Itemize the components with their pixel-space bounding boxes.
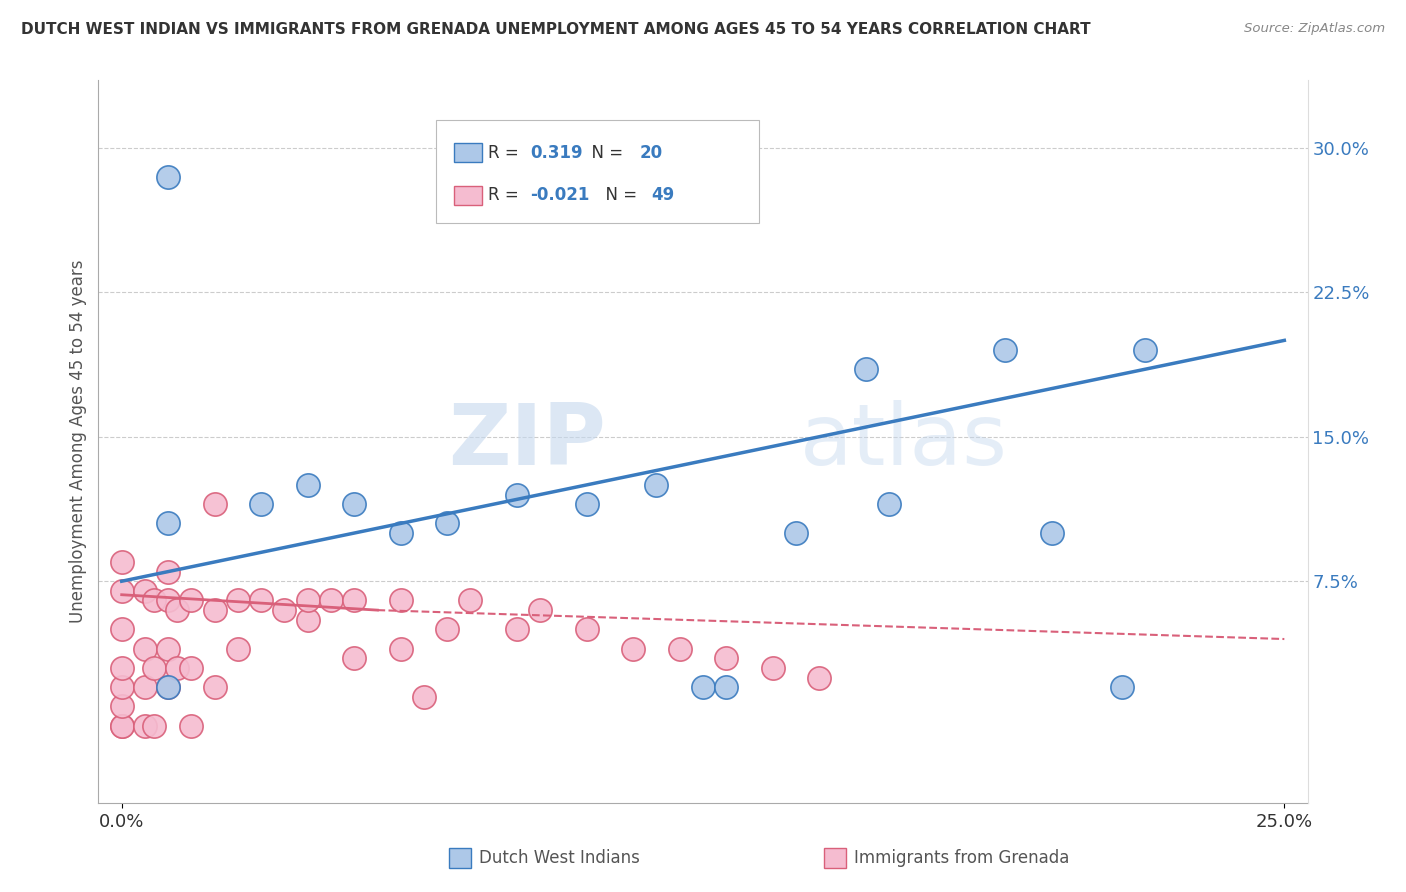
Text: R =: R =	[488, 144, 524, 161]
Point	[180, 661, 202, 675]
Point	[506, 487, 529, 501]
Point	[1040, 526, 1063, 541]
Text: 49: 49	[651, 186, 675, 204]
Point	[157, 169, 180, 184]
Point	[134, 719, 156, 733]
Point	[111, 719, 134, 733]
Point	[204, 497, 226, 511]
Point	[111, 555, 134, 569]
Point	[273, 603, 295, 617]
Point	[1133, 343, 1156, 357]
Point	[157, 593, 180, 607]
Point	[157, 641, 180, 656]
Point	[808, 671, 831, 685]
Point	[460, 593, 482, 607]
Point	[389, 593, 412, 607]
Point	[297, 478, 319, 492]
Point	[157, 565, 180, 579]
Point	[166, 603, 188, 617]
Point	[389, 641, 412, 656]
Text: R =: R =	[488, 186, 524, 204]
Point	[436, 623, 458, 637]
Point	[785, 526, 807, 541]
Point	[297, 593, 319, 607]
Point	[157, 516, 180, 531]
Point	[226, 593, 249, 607]
Point	[111, 623, 134, 637]
Point	[877, 497, 900, 511]
Point	[134, 641, 156, 656]
Point	[250, 497, 273, 511]
Point	[716, 680, 738, 694]
Point	[621, 641, 644, 656]
Point	[343, 651, 366, 665]
Y-axis label: Unemployment Among Ages 45 to 54 years: Unemployment Among Ages 45 to 54 years	[69, 260, 87, 624]
Text: N =: N =	[581, 144, 628, 161]
Point	[143, 593, 166, 607]
Point	[204, 680, 226, 694]
Point	[716, 651, 738, 665]
Point	[436, 516, 458, 531]
Point	[134, 583, 156, 598]
Point	[111, 699, 134, 714]
Point	[855, 362, 877, 376]
Point	[343, 497, 366, 511]
Point	[250, 593, 273, 607]
Point	[319, 593, 342, 607]
Point	[529, 603, 551, 617]
Point	[111, 661, 134, 675]
Point	[157, 680, 180, 694]
Point	[692, 680, 714, 694]
Text: 0.319: 0.319	[530, 144, 582, 161]
Point	[111, 719, 134, 733]
Point	[134, 680, 156, 694]
Point	[166, 661, 188, 675]
Point	[343, 593, 366, 607]
Point	[143, 719, 166, 733]
Point	[143, 661, 166, 675]
Point	[575, 623, 598, 637]
Text: -0.021: -0.021	[530, 186, 589, 204]
Point	[180, 719, 202, 733]
Point	[413, 690, 436, 704]
Text: 20: 20	[640, 144, 662, 161]
Point	[506, 623, 529, 637]
Point	[297, 613, 319, 627]
Text: N =: N =	[595, 186, 643, 204]
Point	[204, 603, 226, 617]
Text: ZIP: ZIP	[449, 400, 606, 483]
Point	[389, 526, 412, 541]
FancyBboxPatch shape	[449, 847, 471, 868]
Point	[180, 593, 202, 607]
Point	[1111, 680, 1133, 694]
Point	[994, 343, 1017, 357]
Point	[762, 661, 785, 675]
Point	[111, 583, 134, 598]
Point	[645, 478, 668, 492]
Text: atlas: atlas	[800, 400, 1008, 483]
Point	[111, 680, 134, 694]
Text: Immigrants from Grenada: Immigrants from Grenada	[855, 848, 1070, 867]
Point	[157, 680, 180, 694]
FancyBboxPatch shape	[824, 847, 845, 868]
Text: Source: ZipAtlas.com: Source: ZipAtlas.com	[1244, 22, 1385, 36]
Point	[668, 641, 690, 656]
Point	[226, 641, 249, 656]
Point	[575, 497, 598, 511]
Text: DUTCH WEST INDIAN VS IMMIGRANTS FROM GRENADA UNEMPLOYMENT AMONG AGES 45 TO 54 YE: DUTCH WEST INDIAN VS IMMIGRANTS FROM GRE…	[21, 22, 1091, 37]
Text: Dutch West Indians: Dutch West Indians	[479, 848, 640, 867]
